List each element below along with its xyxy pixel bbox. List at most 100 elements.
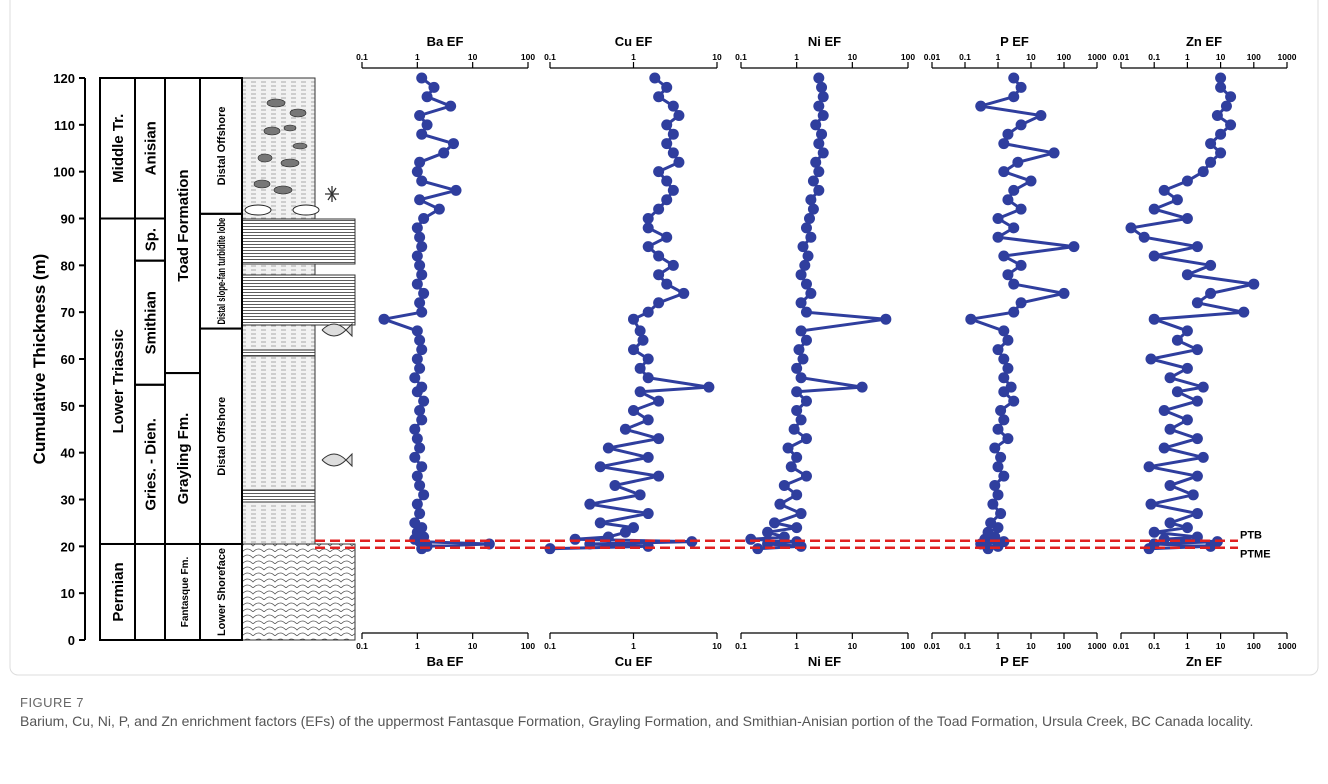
data-point [813, 138, 825, 150]
data-point [817, 91, 829, 103]
data-point [414, 156, 426, 168]
x-tick-label: 1000 [1278, 641, 1297, 651]
data-point [409, 423, 421, 435]
data-point [673, 109, 685, 121]
data-point [1171, 194, 1183, 206]
profile-line [549, 76, 710, 551]
y-tick-label: 50 [61, 399, 75, 414]
data-point [1197, 381, 1209, 393]
data-point [416, 175, 428, 187]
x-tick-label: 0.01 [924, 52, 941, 62]
data-point [433, 203, 445, 215]
data-point [1164, 423, 1176, 435]
x-tick-label: 0.1 [959, 52, 971, 62]
data-point [805, 287, 817, 299]
profile-line [378, 76, 490, 551]
data-point [1205, 259, 1217, 271]
data-point [673, 156, 685, 168]
data-point [411, 222, 423, 234]
data-point [1164, 517, 1176, 529]
data-point [667, 184, 679, 196]
data-point [416, 344, 428, 356]
data-point [642, 306, 654, 318]
x-tick-label: 1 [794, 641, 799, 651]
data-point [1138, 231, 1150, 243]
data-point [416, 72, 428, 84]
x-tick-label: 1 [1185, 52, 1190, 62]
data-point [1158, 405, 1170, 417]
data-point [795, 325, 807, 337]
data-point [1048, 147, 1060, 159]
data-point [414, 508, 426, 520]
data-point [642, 540, 654, 552]
data-point [1015, 203, 1027, 215]
data-point [1248, 278, 1260, 290]
data-point [989, 442, 1001, 454]
x-tick-label: 10 [848, 641, 858, 651]
y-tick-label: 90 [61, 212, 75, 227]
data-point [414, 109, 426, 121]
data-point [416, 269, 428, 281]
sandstone-bed [241, 349, 316, 357]
data-point [414, 405, 426, 417]
data-point [1158, 184, 1170, 196]
x-tick-label: 0.1 [735, 641, 747, 651]
data-point [450, 184, 462, 196]
data-point [810, 119, 822, 131]
x-tick-label: 0.1 [544, 52, 556, 62]
data-point [795, 297, 807, 309]
figure-frame [9, 0, 1319, 676]
data-point [634, 386, 646, 398]
data-point [421, 91, 433, 103]
data-point [1143, 461, 1155, 473]
data-point [817, 109, 829, 121]
data-point [634, 362, 646, 374]
data-point [774, 498, 786, 510]
data-point [800, 470, 812, 482]
column-label: Middle Tr. [110, 114, 127, 183]
column-unit [199, 77, 243, 215]
panel-title: P EF [1000, 654, 1029, 669]
column-label: Lower Triassic [110, 329, 127, 433]
x-tick-label: 1 [415, 52, 420, 62]
data-point [995, 451, 1007, 463]
caption-label: FIGURE 7 [20, 695, 84, 710]
data-point [987, 498, 999, 510]
data-point [414, 362, 426, 374]
x-tick-label: 10 [1026, 641, 1036, 651]
x-tick-label: 10 [468, 52, 478, 62]
limestone [241, 543, 356, 641]
y-tick-label: 100 [53, 165, 75, 180]
data-point [800, 278, 812, 290]
data-point [813, 72, 825, 84]
data-point [649, 72, 661, 84]
data-point [998, 138, 1010, 150]
data-point [414, 259, 426, 271]
data-point [778, 479, 790, 491]
data-point [619, 526, 631, 538]
data-point [628, 344, 639, 356]
data-point [1008, 91, 1020, 103]
data-point [1058, 287, 1070, 299]
data-point [800, 222, 812, 234]
data-point [416, 128, 428, 140]
data-point [1015, 119, 1027, 131]
data-point [985, 517, 997, 529]
x-tick-label: 1 [631, 52, 636, 62]
data-point [414, 479, 426, 491]
data-point [1215, 147, 1227, 159]
data-point [807, 203, 819, 215]
data-point [653, 395, 665, 407]
data-point [428, 81, 440, 93]
data-point [414, 442, 426, 454]
column-label: Fantasque Fm. [180, 556, 191, 627]
x-tick-label: 1 [1185, 641, 1190, 651]
data-point [810, 156, 822, 168]
x-tick-label: 100 [521, 641, 535, 651]
data-point [1215, 128, 1227, 140]
x-tick-label: 1000 [1088, 52, 1107, 62]
x-tick-label: 100 [1057, 641, 1071, 651]
sandstone-bed [241, 274, 356, 326]
data-point [1181, 362, 1193, 374]
